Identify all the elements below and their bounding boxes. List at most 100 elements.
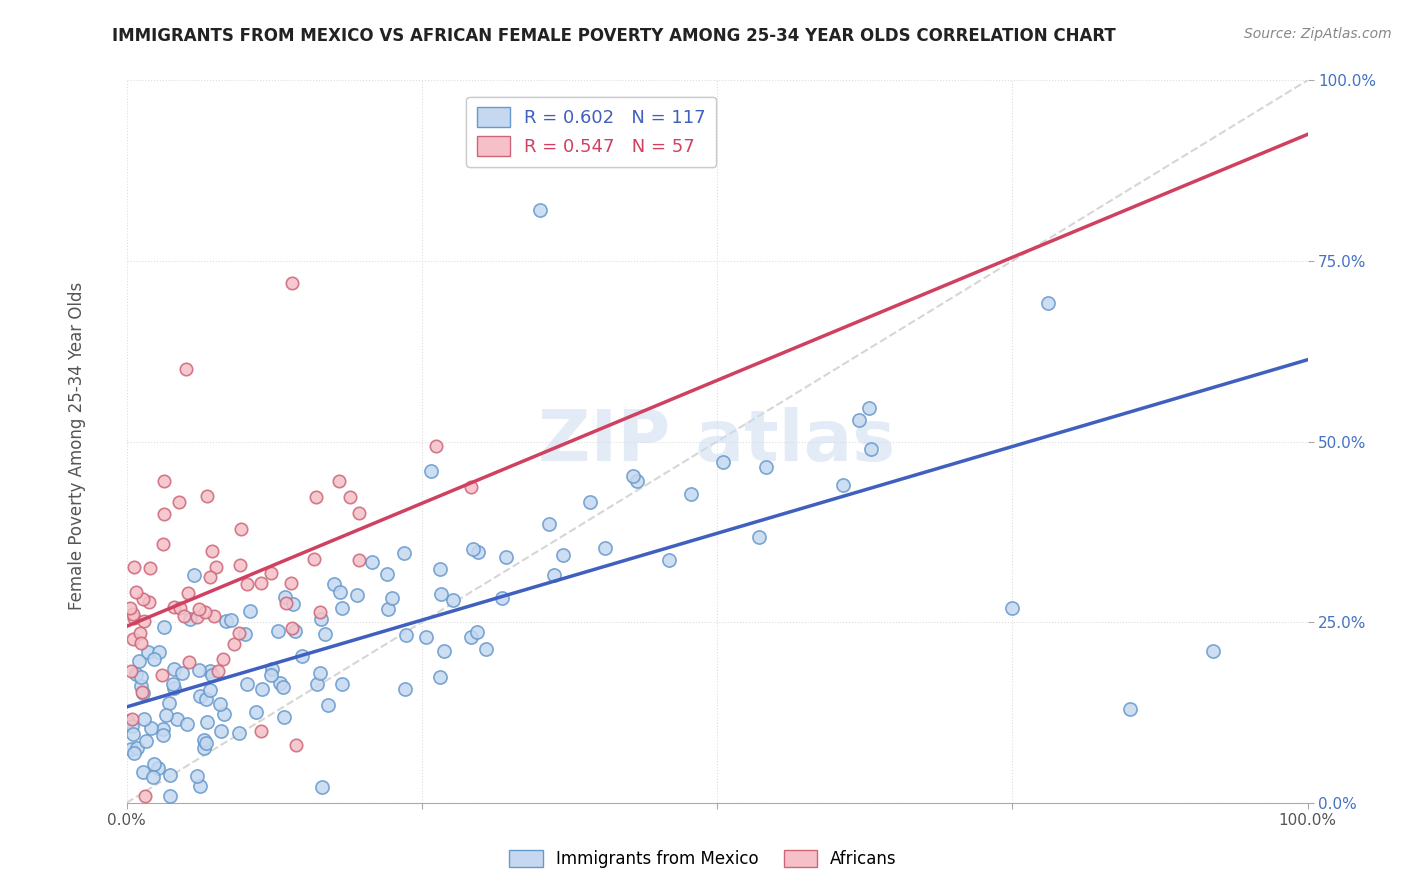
Point	[1202, 644, 1225, 658]
Point	[183, 568, 205, 582]
Point	[748, 530, 770, 544]
Point	[202, 609, 225, 624]
Point	[252, 681, 274, 696]
Point	[121, 712, 143, 726]
Point	[166, 712, 188, 726]
Point	[467, 545, 489, 559]
Point	[194, 691, 217, 706]
Point	[1119, 702, 1142, 716]
Point	[311, 780, 333, 794]
Point	[291, 649, 314, 664]
Point	[186, 768, 208, 782]
Point	[200, 570, 222, 584]
Point	[155, 708, 177, 723]
Point	[176, 716, 198, 731]
Point	[245, 706, 267, 720]
Point	[679, 487, 702, 501]
Point	[377, 602, 399, 616]
Point	[858, 401, 880, 416]
Point	[121, 632, 143, 646]
Point	[143, 757, 166, 772]
Point	[201, 544, 224, 558]
Point	[122, 727, 145, 741]
Point	[260, 667, 283, 681]
Point	[443, 593, 465, 607]
Point	[162, 677, 184, 691]
Point	[339, 490, 361, 504]
Point	[157, 696, 180, 710]
Point	[305, 490, 328, 504]
Point	[129, 679, 152, 693]
Point	[233, 627, 256, 641]
Point	[179, 655, 201, 669]
Point	[285, 738, 308, 752]
Point	[346, 588, 368, 602]
Point	[284, 624, 307, 638]
Point	[173, 609, 195, 624]
Point	[551, 548, 574, 562]
Point	[159, 768, 181, 782]
Legend: Immigrants from Mexico, Africans: Immigrants from Mexico, Africans	[502, 843, 904, 875]
Point	[120, 741, 142, 756]
Point	[212, 652, 235, 666]
Point	[124, 585, 146, 599]
Point	[832, 478, 855, 492]
Point	[269, 675, 291, 690]
Point	[150, 667, 173, 681]
Point	[461, 541, 484, 556]
Point	[128, 654, 150, 668]
Point	[132, 765, 155, 780]
Point	[219, 613, 242, 627]
Point	[122, 607, 145, 621]
Point	[314, 627, 336, 641]
Point	[281, 276, 304, 290]
Point	[135, 733, 157, 747]
Point	[657, 553, 679, 567]
Point	[139, 721, 162, 735]
Point	[228, 626, 250, 640]
Point	[159, 789, 181, 803]
Point	[131, 685, 153, 699]
Point	[193, 733, 215, 747]
Point	[117, 714, 139, 729]
Point	[186, 609, 208, 624]
Point	[543, 568, 565, 582]
Point	[395, 628, 418, 642]
Point	[162, 662, 184, 676]
Point	[122, 560, 145, 574]
Point	[280, 575, 302, 590]
Point	[176, 586, 198, 600]
Point	[1036, 295, 1059, 310]
Point	[394, 682, 416, 697]
Point	[138, 595, 160, 609]
Point	[152, 722, 174, 736]
Text: ZIP atlas: ZIP atlas	[538, 407, 896, 476]
Point	[129, 626, 152, 640]
Point	[132, 686, 155, 700]
Point	[120, 664, 142, 678]
Point	[460, 480, 482, 494]
Point	[212, 706, 235, 721]
Point	[139, 561, 162, 575]
Point	[271, 680, 294, 694]
Point	[330, 600, 353, 615]
Point	[129, 670, 152, 684]
Point	[229, 558, 252, 573]
Point	[188, 779, 211, 793]
Point	[228, 725, 250, 739]
Point	[1001, 600, 1024, 615]
Point	[169, 601, 191, 615]
Point	[131, 635, 153, 649]
Text: Source: ZipAtlas.com: Source: ZipAtlas.com	[1244, 27, 1392, 41]
Point	[347, 553, 370, 567]
Point	[174, 362, 197, 376]
Point	[429, 562, 451, 576]
Point	[323, 577, 346, 591]
Point	[162, 600, 184, 615]
Point	[132, 712, 155, 726]
Point	[273, 590, 295, 604]
Point	[266, 624, 288, 639]
Point	[425, 439, 447, 453]
Point	[309, 666, 332, 681]
Point	[187, 602, 209, 616]
